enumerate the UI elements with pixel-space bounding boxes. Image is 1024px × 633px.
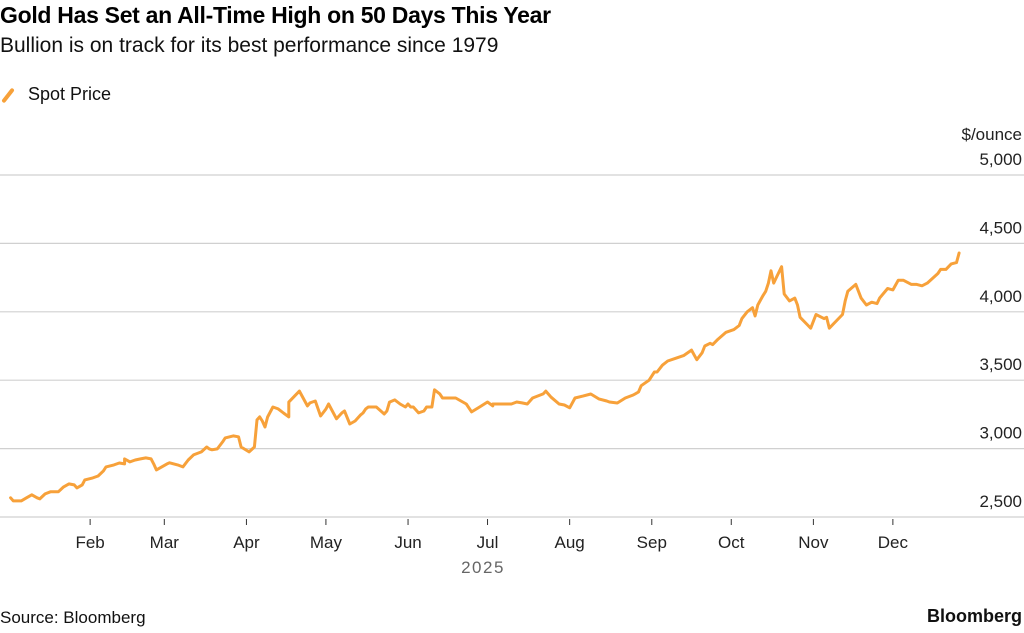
gridlines [0, 174, 1024, 518]
x-tick-label-aug: Aug [555, 533, 585, 552]
x-tick-label-apr: Apr [233, 533, 260, 552]
y-tick-label-4000: 4,000 [979, 287, 1022, 306]
x-tick-label-sep: Sep [637, 533, 667, 552]
y-tick-label-5000: 5,000 [979, 150, 1022, 169]
x-axis-year-label: 2025 [461, 558, 505, 577]
x-tick-label-jul: Jul [477, 533, 499, 552]
x-tick-label-mar: Mar [150, 533, 180, 552]
x-tick-label-oct: Oct [718, 533, 745, 552]
y-tick-label-3500: 3,500 [979, 355, 1022, 374]
y-tick-label-4500: 4,500 [979, 218, 1022, 237]
x-tick-label-jun: Jun [394, 533, 421, 552]
legend: Spot Price [0, 84, 111, 105]
y-tick-label-3000: 3,000 [979, 424, 1022, 443]
series-layer [9, 251, 961, 503]
series-line-spot-price [9, 251, 961, 503]
bloomberg-logo: Bloomberg [926, 606, 1022, 626]
y-axis-ticks: 2,500 3,000 3,500 4,000 4,500 5,000 [979, 150, 1022, 511]
y-tick-label-2500: 2,500 [979, 492, 1022, 511]
x-tick-label-dec: Dec [878, 533, 909, 552]
legend-label-spot-price: Spot Price [28, 84, 112, 104]
line-chart: 2,500 3,000 3,500 4,000 4,500 5,000 $/ounce F… [0, 125, 1024, 577]
x-axis: Feb Mar Apr May Jun Jul Aug Sep Oct Nov Dec [75, 519, 908, 552]
x-tick-label-may: May [310, 533, 343, 552]
source-note: Source: Bloomberg [0, 608, 146, 627]
x-tick-label-nov: Nov [798, 533, 829, 552]
x-tick-label-feb: Feb [75, 533, 104, 552]
chart-subtitle: Bullion is on track for its best perform… [0, 34, 499, 57]
chart-title: Gold Has Set an All-Time High on 50 Days… [0, 2, 551, 28]
y-axis-unit-label: $/ounce [962, 125, 1023, 144]
